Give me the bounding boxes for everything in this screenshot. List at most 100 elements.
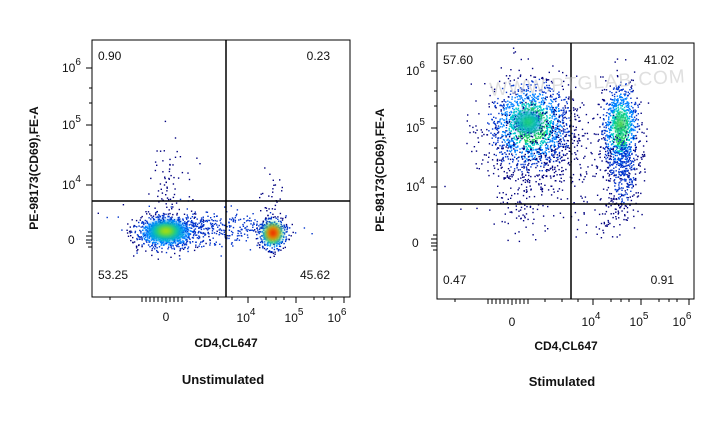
event-dot <box>555 151 557 153</box>
event-dot <box>526 143 528 146</box>
event-dot <box>619 137 621 139</box>
event-dot <box>516 102 518 104</box>
event-dot <box>625 180 627 182</box>
event-dot <box>538 137 541 139</box>
event-dot <box>185 229 188 232</box>
event-dot <box>512 114 514 116</box>
event-dot <box>615 113 618 115</box>
event-dot <box>562 128 565 130</box>
event-dot <box>159 150 162 152</box>
event-dot <box>510 174 513 176</box>
event-dot <box>535 101 537 103</box>
event-dot <box>541 129 543 131</box>
event-dot <box>556 93 559 95</box>
event-dot <box>537 105 539 107</box>
event-dot <box>494 134 497 136</box>
event-dot <box>574 136 577 138</box>
event-dot <box>198 236 201 238</box>
event-dot <box>186 218 188 220</box>
event-dot <box>504 114 507 116</box>
event-dot <box>279 241 281 244</box>
event-dot <box>580 195 582 197</box>
event-dot <box>228 237 230 240</box>
event-dot <box>538 112 540 115</box>
event-dot <box>532 108 535 110</box>
event-dot <box>516 158 518 160</box>
event-dot <box>506 120 509 123</box>
event-dot <box>561 166 563 169</box>
event-dot <box>510 130 512 132</box>
event-dot <box>145 211 147 213</box>
quadrant-top-right-value: 0.23 <box>307 49 331 63</box>
event-dot <box>602 118 605 120</box>
event-dot <box>548 105 550 108</box>
event-dot <box>527 156 530 158</box>
event-dot <box>167 240 169 242</box>
density-points <box>444 47 650 243</box>
event-dot <box>622 162 624 164</box>
event-dot <box>519 148 521 150</box>
event-dot <box>510 149 513 151</box>
event-dot <box>503 99 505 101</box>
event-dot <box>512 127 515 129</box>
event-dot <box>132 236 134 239</box>
event-dot <box>136 234 139 236</box>
event-dot <box>142 226 144 228</box>
event-dot <box>626 109 628 111</box>
event-dot <box>578 138 580 140</box>
event-dot <box>271 208 274 210</box>
event-dot <box>597 133 599 136</box>
event-dot <box>493 167 496 169</box>
event-dot <box>528 134 530 137</box>
event-dot <box>626 115 628 118</box>
event-dot <box>526 158 528 160</box>
event-dot <box>521 102 523 104</box>
event-dot <box>178 255 181 257</box>
event-dot <box>605 146 607 149</box>
event-dot <box>615 211 617 213</box>
event-dot <box>558 155 561 157</box>
event-dot <box>500 110 502 112</box>
event-dot <box>176 239 178 241</box>
event-dot <box>629 151 631 153</box>
event-dot <box>612 140 614 143</box>
event-dot <box>550 145 552 147</box>
event-dot <box>573 202 575 204</box>
event-dot <box>500 123 503 125</box>
event-dot <box>607 172 609 175</box>
event-dot <box>148 205 150 207</box>
event-dot <box>612 162 614 164</box>
event-dot <box>616 146 618 148</box>
event-dot <box>501 146 503 148</box>
x-tick-label: 106 <box>328 307 347 325</box>
event-dot <box>622 88 624 90</box>
event-dot <box>138 244 140 246</box>
event-dot <box>628 143 631 145</box>
event-dot <box>638 103 641 105</box>
event-dot <box>281 240 284 243</box>
event-dot <box>261 227 263 230</box>
event-dot <box>163 150 165 152</box>
event-dot <box>517 178 519 180</box>
event-dot <box>179 220 182 223</box>
event-dot <box>507 96 510 98</box>
event-dot <box>515 180 517 182</box>
event-dot <box>148 217 150 219</box>
event-dot <box>545 81 547 83</box>
event-dot <box>515 208 518 211</box>
event-dot <box>590 151 592 154</box>
event-dot <box>157 195 159 198</box>
event-dot <box>138 236 140 238</box>
event-dot <box>161 214 164 217</box>
event-dot <box>536 162 538 165</box>
event-dot <box>624 93 627 95</box>
event-dot <box>195 241 197 243</box>
event-dot <box>506 104 508 106</box>
event-dot <box>565 131 567 133</box>
event-dot <box>239 218 242 221</box>
event-dot <box>534 110 537 112</box>
event-dot <box>541 109 543 111</box>
event-dot <box>558 103 560 105</box>
event-dot <box>627 116 629 118</box>
event-dot <box>627 106 630 108</box>
